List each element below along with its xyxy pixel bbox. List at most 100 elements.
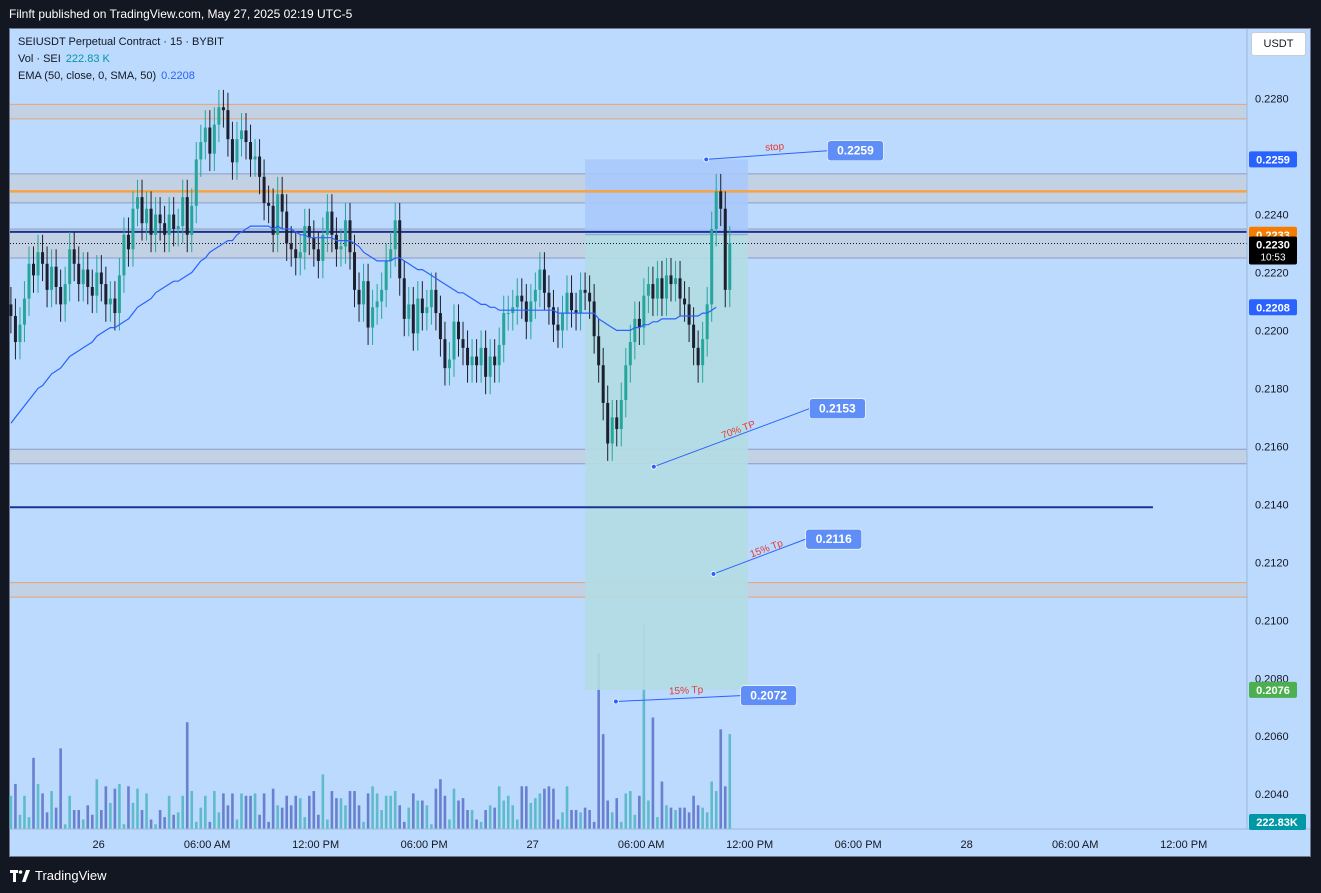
candle-body (235, 139, 239, 163)
target-price-box-3[interactable] (740, 685, 797, 706)
candles (9, 89, 732, 461)
candle-body (353, 252, 357, 290)
volume-bar (68, 795, 71, 829)
volume-bar (131, 802, 135, 829)
volume-bar (430, 824, 433, 829)
footer-brand: TradingView (35, 868, 107, 883)
volume-bar (470, 810, 474, 829)
candle-body (59, 286, 63, 305)
tradingview-logo[interactable]: TradingView (10, 866, 107, 886)
volume-bar (434, 788, 438, 829)
volume-bar (421, 800, 424, 829)
candle-body (606, 402, 610, 444)
volume-bar (642, 625, 646, 829)
legend-symbol[interactable]: SEIUSDT Perpetual Contract · 15 · BYBIT (18, 36, 224, 48)
volume-bar (687, 812, 691, 829)
volume-bar (109, 802, 112, 829)
axis-badge-2 (1249, 236, 1297, 265)
time-tick-label: 12:00 PM (726, 839, 773, 851)
time-tick-label: 06:00 AM (1052, 839, 1098, 851)
volume-bar (231, 793, 234, 829)
volume-bar (244, 795, 248, 829)
target-price-box-0[interactable] (827, 140, 884, 162)
horizontal-lines[interactable] (10, 190, 1247, 509)
candle-body (443, 339, 447, 369)
candle-body (334, 234, 338, 250)
volume-bar (23, 795, 26, 829)
candle-body (63, 284, 67, 305)
volume-bar (276, 805, 279, 829)
target-price-3: 0.2072 (750, 689, 787, 703)
volume-bar (344, 805, 347, 829)
volume-bar (258, 814, 261, 829)
candle-body (719, 191, 723, 209)
volume-bar (208, 821, 212, 829)
volume-bar (54, 807, 58, 829)
volume-bar (158, 810, 162, 829)
candle-body (45, 263, 49, 290)
volume-bar (651, 717, 655, 829)
candle-body (113, 298, 117, 314)
target-line-3 (615, 695, 741, 702)
volume-bar (520, 786, 524, 829)
candle-body (172, 214, 176, 229)
target-price-box-2[interactable] (805, 528, 863, 550)
currency-button[interactable]: USDT (1251, 32, 1306, 56)
volume-bar (145, 793, 148, 829)
candle-body (108, 298, 112, 305)
price-tick-label: 0.2160 (1255, 441, 1289, 453)
price-axis[interactable]: 0.22800.22600.22400.22200.22000.21800.21… (1246, 29, 1289, 829)
volume-bar (579, 812, 582, 829)
volume-bar (466, 810, 469, 829)
volume-bar (357, 805, 361, 829)
candle-body (13, 315, 17, 343)
axis-badge-text-2: 0.2230 (1256, 239, 1290, 251)
candle-body (267, 202, 271, 206)
volume-bar (592, 821, 596, 829)
volume-bar (289, 805, 293, 829)
candle-body (298, 252, 302, 258)
volume-bar (705, 812, 709, 829)
legend-volume[interactable]: Vol · SEI 222.83 K (18, 51, 224, 68)
volume-bar (416, 800, 420, 829)
volume-bar (9, 795, 13, 829)
candle-body (597, 336, 601, 366)
volume-bar (339, 798, 343, 829)
volume-bar (280, 807, 284, 829)
candle-body (610, 417, 614, 444)
volume-bar (669, 807, 673, 829)
target-price-box-1[interactable] (809, 398, 866, 420)
legend-ema[interactable]: EMA (50, close, 0, SMA, 50) 0.2208 (18, 68, 224, 85)
volume-bar (154, 824, 157, 829)
volume-bar (27, 817, 31, 829)
axis-badge-text-0: 0.2259 (1256, 154, 1290, 166)
volume-bar (199, 807, 203, 829)
candle-body (420, 298, 424, 314)
candle-body (583, 289, 587, 293)
time-axis[interactable]: 26 06:00 AM 12:00 PM 06:00 PM 27 06:00 AM 12:0… (10, 828, 1310, 851)
candle-body (701, 339, 705, 366)
candle-body (624, 365, 628, 401)
legend-volume-value: 222.83 K (65, 53, 110, 65)
volume-bar (402, 821, 406, 829)
candle-body (579, 289, 583, 314)
target-price-2: 0.2116 (816, 532, 852, 546)
short-position-tool[interactable] (585, 159, 748, 690)
candle-body (276, 194, 280, 235)
candle-body (239, 130, 243, 140)
candle-body (651, 284, 655, 299)
target-anchor-3 (612, 698, 619, 705)
candle-body (280, 194, 284, 212)
volume-bar (95, 779, 99, 829)
price-tick-label: 0.2200 (1255, 325, 1289, 337)
volume-bar (696, 805, 700, 829)
target-anchor-1 (650, 463, 657, 470)
volume-bar (172, 814, 175, 829)
volume-bar (574, 810, 578, 829)
volume-bar (81, 819, 85, 829)
time-tick-label: 06:00 PM (835, 839, 882, 851)
candle-body (325, 211, 329, 235)
candle-body (723, 208, 727, 290)
